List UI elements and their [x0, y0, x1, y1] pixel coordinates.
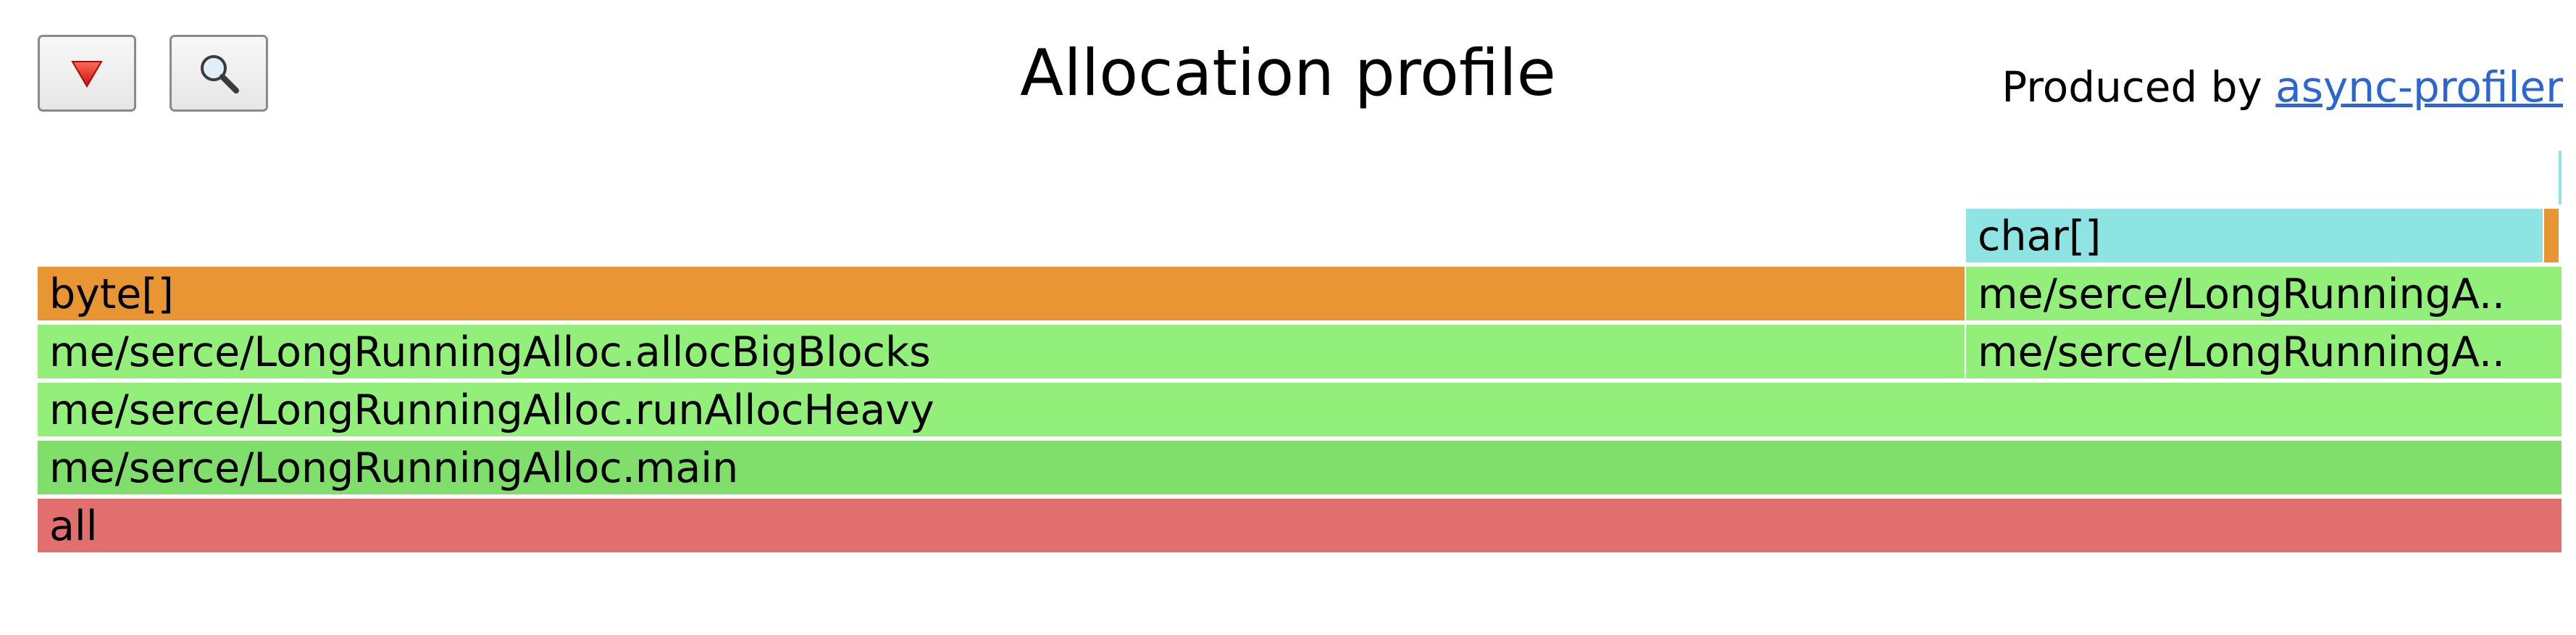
flame-frame[interactable]: me/serce/LongRunningAlloc.main [38, 441, 2562, 494]
reverse-button[interactable] [38, 35, 136, 112]
flame-frame[interactable]: me/serce/LongRunningA.. [1966, 325, 2562, 378]
flame-frame[interactable]: me/serce/LongRunningA.. [1966, 267, 2562, 320]
page-title: Allocation profile [1020, 36, 1556, 110]
flame-frame[interactable] [2544, 209, 2559, 262]
search-button[interactable] [170, 35, 268, 112]
flame-frame[interactable]: char[] [1966, 209, 2543, 262]
flame-frame[interactable]: me/serce/LongRunningAlloc.allocBigBlocks [38, 325, 1965, 378]
async-profiler-link[interactable]: async-profiler [2275, 62, 2563, 112]
magnifier-icon [201, 55, 239, 94]
red-triangle-down-icon [71, 61, 103, 88]
credit-prefix: Produced by [2002, 62, 2276, 112]
flame-frame[interactable]: me/serce/LongRunningAlloc.runAllocHeavy [38, 383, 2562, 436]
flame-frame[interactable]: all [38, 499, 2562, 552]
producer-credit: Produced by async-profiler [2002, 62, 2563, 112]
flame-frame[interactable]: byte[] [38, 267, 1965, 320]
flame-frame[interactable] [2559, 151, 2562, 204]
